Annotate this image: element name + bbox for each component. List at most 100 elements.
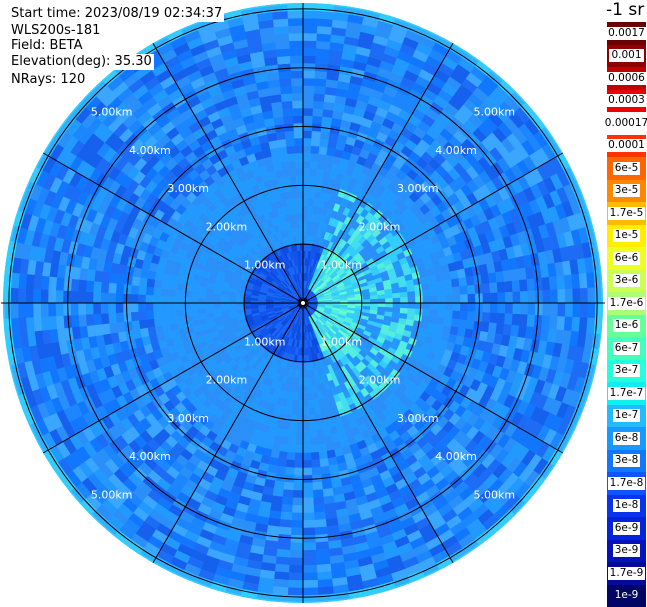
range-gate-cell <box>161 280 170 290</box>
colorbar-cell: 1e-6 <box>607 314 646 337</box>
range-gate-cell <box>108 282 117 294</box>
range-gate-cell <box>422 289 431 297</box>
range-gate-cell <box>93 280 102 293</box>
colorbar-cell: 0.0001 <box>606 134 647 157</box>
range-gate-cell <box>310 451 320 461</box>
range-gate-cell <box>287 444 296 454</box>
range-gate-cell <box>302 70 316 79</box>
range-gate-cell <box>25 273 35 290</box>
colorbar-tick-label: 1e-5 <box>612 229 641 243</box>
colorbar-cell: 6e-6 <box>607 247 646 270</box>
range-gate-cell <box>161 316 170 326</box>
range-gate-cell <box>273 480 285 490</box>
range-gate-cell <box>289 55 304 64</box>
colorbar-cell: 3e-9 <box>607 539 646 562</box>
range-gate-cell <box>290 62 304 72</box>
range-gate-cell <box>315 48 330 58</box>
range-gate-cell <box>212 298 221 304</box>
range-gate-cell <box>286 145 296 155</box>
range-gate-cell <box>316 436 326 445</box>
range-gate-cell <box>169 322 179 332</box>
colorbar-cell: 6e-7 <box>607 337 646 360</box>
range-gate-cell <box>377 302 386 308</box>
range-gate-cell <box>316 428 325 438</box>
range-ring-label: 5.00km <box>474 106 516 119</box>
range-gate-cell <box>313 406 321 416</box>
range-gate-cell <box>235 302 244 307</box>
range-gate-cell <box>400 302 409 309</box>
range-gate-cell <box>130 311 140 322</box>
range-gate-cell <box>302 205 309 214</box>
range-gate-cell <box>302 549 317 559</box>
colorbar-tick-label: 3e-6 <box>612 274 641 288</box>
colorbar-tick-label: 1.7e-6 <box>607 296 646 310</box>
range-gate-cell <box>312 481 323 491</box>
range-gate-cell <box>302 362 307 371</box>
range-gate-cell <box>278 146 288 156</box>
range-gate-cell <box>302 85 315 94</box>
range-gate-cell <box>445 302 454 312</box>
range-gate-cell <box>307 392 314 401</box>
range-gate-cell <box>62 290 72 304</box>
range-gate-cell <box>286 198 294 207</box>
colorbar-cell: 3e-7 <box>607 359 646 382</box>
range-gate-cell <box>292 115 304 124</box>
range-gate-cell <box>281 496 294 506</box>
range-gate-cell <box>312 489 324 498</box>
range-gate-cell <box>511 280 521 293</box>
range-gate-cell <box>315 548 330 558</box>
range-gate-cell <box>296 415 304 424</box>
range-gate-cell <box>302 377 308 386</box>
range-gate-cell <box>556 316 566 331</box>
range-gate-cell <box>444 287 454 296</box>
range-gate-cell <box>289 549 304 559</box>
range-gate-cell <box>292 107 304 116</box>
range-gate-cell <box>190 308 199 315</box>
range-gate-cell <box>25 316 35 333</box>
range-gate-cell <box>306 377 312 386</box>
range-gate-cell <box>542 289 551 304</box>
range-gate-cell <box>302 415 310 424</box>
range-gate-cell <box>116 321 126 333</box>
range-gate-cell <box>309 160 319 169</box>
range-gate-cell <box>307 399 315 409</box>
range-gate-cell <box>302 587 319 596</box>
range-gate-cell <box>392 292 401 299</box>
colorbar-cell: 1e-7 <box>607 404 646 427</box>
colorbar-tick-label: 1e-9 <box>614 589 639 602</box>
range-gate-cell <box>292 490 304 499</box>
range-gate-cell <box>279 153 289 163</box>
range-gate-cell <box>311 130 322 140</box>
range-gate-cell <box>212 302 221 308</box>
range-gate-cell <box>452 294 461 304</box>
range-gate-cell <box>308 414 316 424</box>
range-gate-cell <box>302 467 313 476</box>
range-ring-label: 2.00km <box>206 374 248 387</box>
colorbar-tick-label: 1e-8 <box>612 499 641 513</box>
range-gate-cell <box>291 399 299 409</box>
range-gate-cell <box>451 286 461 296</box>
colorbar-cell: 3e-6 <box>607 269 646 292</box>
colorbar-cell: 0.00017 <box>602 112 647 135</box>
field-label: Field: BETA <box>11 38 85 54</box>
range-gate-cell <box>587 287 596 304</box>
range-gate-cell <box>292 205 299 214</box>
colorbar-tick-label: 1e-6 <box>612 319 641 333</box>
range-gate-cell <box>415 302 424 310</box>
range-gate-cell <box>279 519 292 528</box>
range-gate-cell <box>298 220 304 229</box>
range-gate-cell <box>92 291 101 304</box>
range-gate-cell <box>311 459 321 468</box>
range-gate-cell <box>10 272 20 289</box>
range-gate-cell <box>160 309 169 319</box>
colorbar-tick-label: 0.00017 <box>602 116 647 130</box>
range-gate-cell <box>302 115 314 124</box>
range-gate-cell <box>467 302 476 313</box>
colorbar-tick-label: 0.0003 <box>606 94 647 108</box>
range-gate-cell <box>302 527 316 536</box>
range-gate-cell <box>302 490 314 499</box>
colorbar-tick-label: 6e-5 <box>612 161 641 175</box>
range-gate-cell <box>318 146 328 156</box>
range-ring-label: 2.00km <box>359 374 401 387</box>
range-gate-cell <box>276 138 287 148</box>
